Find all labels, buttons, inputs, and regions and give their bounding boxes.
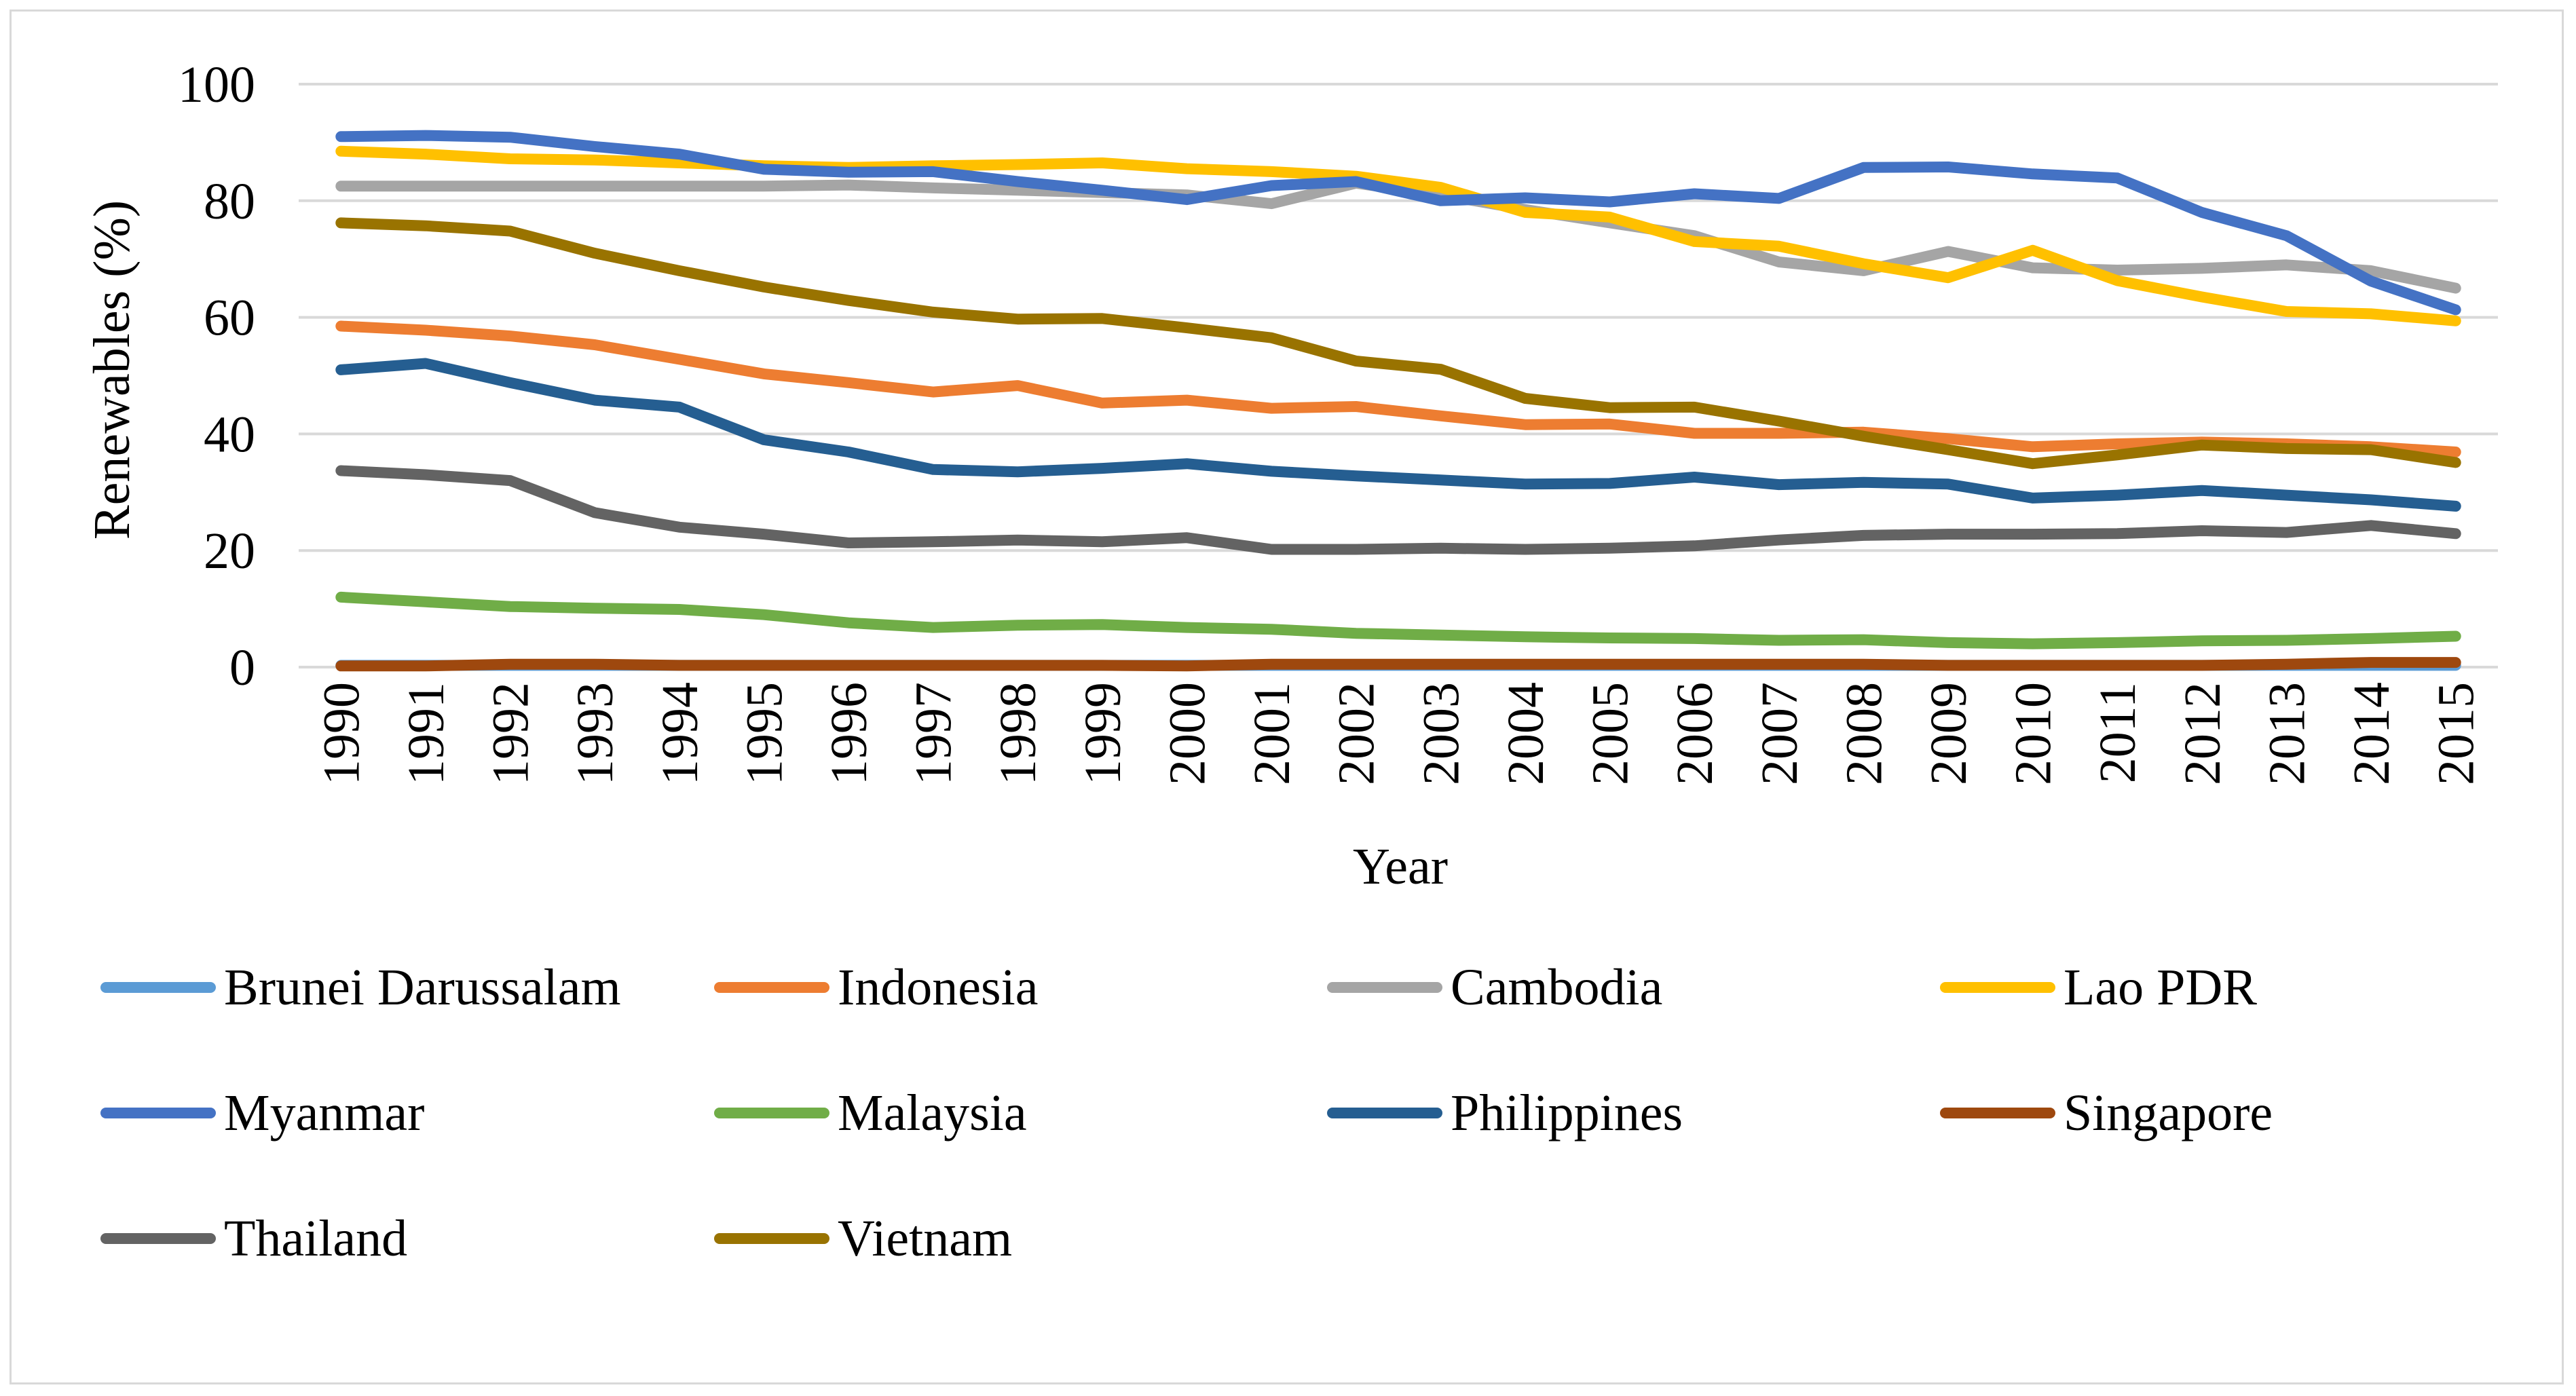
series-line-lao-pdr	[335, 145, 2461, 326]
x-tick-label: 2006	[1666, 682, 1723, 785]
x-tick-label: 2015	[2428, 682, 2485, 785]
gridlines	[299, 83, 2498, 668]
x-tick-label: 2010	[2005, 682, 2062, 785]
x-axis-label: Year	[1353, 838, 1448, 895]
x-tick-label: 1993	[567, 682, 624, 785]
x-tick-label: 1999	[1075, 682, 1132, 785]
y-tick-label: 40	[204, 406, 255, 463]
x-axis-ticks: 1990 1991 1992 1993 1994 1995 1996 1997 1998 1999…	[313, 682, 2484, 785]
y-tick-label: 60	[204, 290, 255, 347]
x-tick-label: 2003	[1413, 682, 1470, 785]
x-tick-label: 2002	[1328, 682, 1385, 785]
x-tick-label: 2008	[1835, 682, 1892, 785]
x-tick-label: 1995	[736, 682, 793, 785]
x-tick-label: 2004	[1497, 682, 1554, 785]
series-line-myanmar	[335, 130, 2461, 316]
x-tick-label: 1992	[483, 682, 540, 785]
x-tick-label: 1990	[313, 682, 370, 785]
x-tick-label: 2012	[2174, 682, 2231, 785]
series-line-indonesia	[335, 320, 2461, 457]
x-tick-label: 1994	[652, 682, 709, 785]
y-tick-label: 0	[229, 639, 255, 696]
y-tick-label: 20	[204, 523, 255, 580]
x-tick-label: 2009	[1920, 682, 1977, 785]
series-line-cambodia	[335, 178, 2461, 294]
y-axis-label: Renewables (%)	[83, 200, 141, 540]
x-tick-label: 2007	[1751, 682, 1808, 785]
x-tick-label: 1991	[398, 682, 455, 785]
y-axis-ticks: 0 20 40 60 80 100	[178, 56, 255, 696]
x-tick-label: 1996	[821, 682, 878, 785]
series-line-philippines	[335, 358, 2461, 512]
chart-frame	[10, 10, 2564, 1384]
x-tick-label: 2013	[2258, 682, 2315, 785]
series-line-vietnam	[335, 217, 2461, 470]
x-tick-label: 2000	[1159, 682, 1216, 785]
x-tick-label: 2014	[2343, 682, 2400, 785]
series-lines	[335, 130, 2461, 672]
x-tick-label: 1997	[906, 682, 963, 785]
x-tick-label: 2011	[2089, 682, 2146, 783]
series-line-malaysia	[335, 591, 2461, 649]
y-tick-label: 100	[178, 56, 255, 113]
x-tick-label: 2005	[1582, 682, 1639, 785]
x-tick-label: 1998	[990, 682, 1047, 785]
y-tick-label: 80	[204, 173, 255, 230]
x-tick-label: 2001	[1244, 682, 1301, 785]
series-line-singapore	[335, 657, 2461, 672]
series-line-thailand	[335, 465, 2461, 555]
